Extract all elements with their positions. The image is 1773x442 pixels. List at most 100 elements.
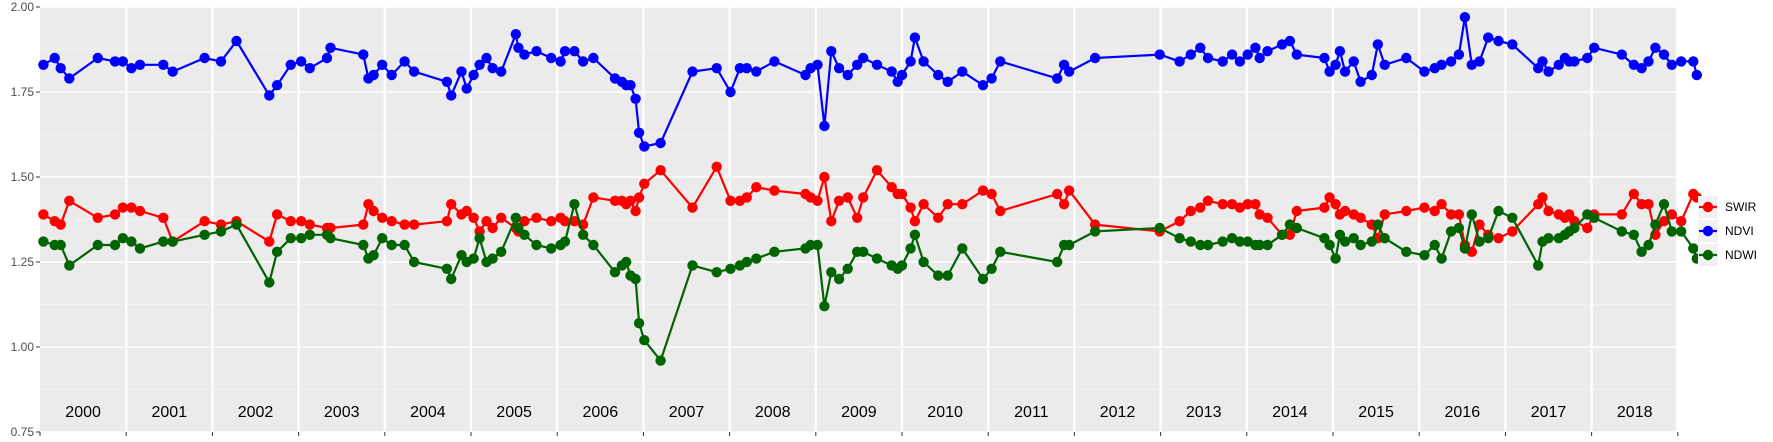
data-point: [1355, 76, 1366, 88]
data-point: [461, 205, 472, 217]
data-point: [1291, 205, 1303, 217]
data-point: [496, 246, 507, 257]
data-point: [1429, 205, 1440, 217]
data-point: [199, 52, 210, 64]
data-point: [609, 267, 621, 278]
data-point: [1379, 209, 1390, 220]
data-point: [1291, 49, 1303, 60]
data-point: [741, 62, 752, 74]
data-point: [1185, 49, 1197, 60]
data-point: [487, 62, 498, 74]
data-point: [1537, 192, 1548, 203]
data-point: [1372, 219, 1384, 230]
data-point: [751, 253, 762, 264]
data-point: [896, 188, 908, 200]
data-point: [1543, 233, 1554, 244]
data-point: [812, 59, 823, 70]
data-point: [531, 212, 542, 223]
data-point: [896, 69, 908, 81]
data-point: [304, 229, 315, 240]
data-point: [513, 222, 524, 234]
data-point: [231, 219, 242, 230]
data-point: [1052, 188, 1063, 200]
data-point: [1537, 56, 1548, 67]
data-point: [1419, 202, 1430, 213]
data-point: [1419, 250, 1430, 261]
data-point: [833, 195, 845, 206]
data-point: [633, 318, 645, 329]
data-point: [871, 253, 883, 264]
data-point: [285, 59, 296, 70]
data-point: [1419, 66, 1430, 77]
data-point: [977, 185, 989, 196]
data-point: [942, 199, 953, 210]
data-point: [1676, 56, 1687, 67]
data-point: [1202, 239, 1214, 251]
legend-label: NDWI: [1725, 248, 1757, 262]
year-label: 2011: [1014, 404, 1049, 421]
data-point: [1688, 56, 1699, 67]
data-point: [909, 216, 921, 227]
data-point: [1250, 199, 1261, 210]
legend-key-point: [1702, 249, 1714, 261]
data-point: [1453, 49, 1465, 60]
data-point: [858, 246, 869, 257]
y-tick-label: 1.50: [11, 170, 35, 184]
data-point: [1052, 73, 1063, 84]
data-point: [1658, 49, 1670, 60]
data-point: [905, 202, 916, 213]
data-point: [933, 212, 944, 223]
data-point: [474, 59, 485, 70]
data-point: [304, 219, 315, 230]
data-point: [1291, 222, 1303, 234]
data-point: [1445, 209, 1457, 220]
x-axis: [39, 432, 1679, 436]
data-point: [852, 212, 863, 223]
data-point: [1643, 239, 1654, 251]
data-point: [986, 263, 997, 274]
data-point: [630, 205, 641, 217]
data-point: [559, 216, 571, 227]
data-point: [1493, 35, 1504, 47]
y-tick-label: 2.00: [11, 0, 35, 14]
data-point: [569, 46, 580, 57]
data-point: [64, 195, 75, 206]
data-point: [1436, 253, 1447, 264]
data-point: [1569, 222, 1580, 234]
y-tick-label: 1.00: [11, 340, 35, 354]
data-point: [1636, 246, 1647, 257]
data-point: [1185, 205, 1197, 217]
data-point: [368, 205, 379, 217]
data-point: [1262, 239, 1273, 251]
legend-item-ndwi: NDWI: [1698, 244, 1757, 266]
data-point: [126, 202, 137, 213]
data-point: [1339, 205, 1351, 217]
data-point: [933, 270, 944, 281]
data-point: [819, 301, 830, 312]
year-label: 2017: [1531, 404, 1567, 421]
data-point: [64, 73, 75, 84]
data-point: [1643, 56, 1654, 67]
data-point: [1195, 42, 1206, 53]
data-point: [625, 80, 636, 91]
data-point: [633, 127, 645, 138]
year-label: 2014: [1272, 404, 1308, 421]
data-point: [852, 59, 863, 70]
data-point: [655, 137, 666, 149]
data-point: [1174, 216, 1185, 227]
data-point: [1483, 32, 1494, 43]
data-point: [1324, 192, 1335, 203]
data-point: [1628, 59, 1640, 70]
data-point: [468, 253, 479, 264]
data-point: [325, 233, 336, 244]
data-point: [1453, 222, 1465, 234]
data-point: [1195, 239, 1206, 251]
data-point: [109, 209, 121, 220]
data-point: [134, 59, 146, 70]
data-point: [1262, 46, 1273, 57]
data-point: [325, 42, 336, 53]
data-point: [158, 236, 169, 247]
data-point: [826, 267, 837, 278]
series-ndwi: [38, 199, 1703, 366]
data-point: [896, 260, 908, 271]
